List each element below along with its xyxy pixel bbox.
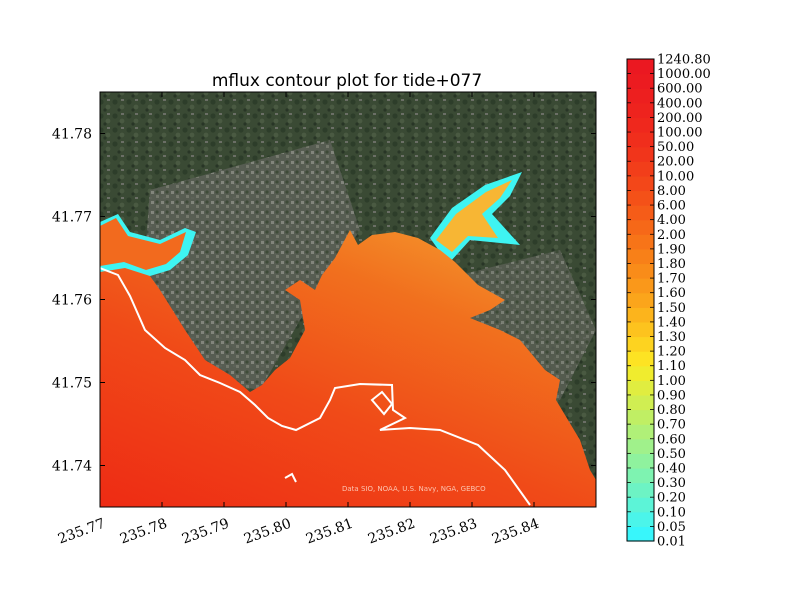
colorbar-segment <box>627 117 654 133</box>
colorbar-segment <box>627 161 654 177</box>
colorbar-tick-label: 100.00 <box>657 126 703 141</box>
y-tick-label: 41.75 <box>52 376 92 392</box>
colorbar-tick-label: 0.50 <box>657 447 686 462</box>
colorbar-tick-label: 1000.00 <box>657 67 711 82</box>
x-tick-label: 235.80 <box>242 516 294 548</box>
y-tick-label: 41.78 <box>52 127 92 143</box>
colorbar-segment <box>627 219 654 235</box>
x-tick-label: 235.77 <box>56 516 108 548</box>
colorbar-segment <box>627 351 654 367</box>
colorbar-tick-label: 1.90 <box>657 242 686 257</box>
colorbar-tick-label: 1.10 <box>657 359 686 374</box>
colorbar-tick-label: 0.40 <box>657 461 686 476</box>
colorbar-segment <box>627 511 654 527</box>
colorbar-segment <box>627 526 654 542</box>
colorbar-segment <box>627 307 654 323</box>
y-tick-label: 41.77 <box>52 210 92 226</box>
colorbar-tick-label: 0.20 <box>657 491 686 506</box>
colorbar-tick-label: 1240.80 <box>657 53 711 68</box>
x-tick-label: 235.84 <box>490 516 542 548</box>
colorbar-segment <box>627 424 654 440</box>
colorbar-tick-label: 0.10 <box>657 505 686 520</box>
colorbar-tick-label: 6.00 <box>657 199 686 214</box>
colorbar-tick-label: 0.60 <box>657 432 686 447</box>
coastline-spit <box>284 472 297 483</box>
colorbar-tick-label: 1.60 <box>657 286 686 301</box>
y-tick-label: 41.74 <box>52 459 92 475</box>
colorbar-tick-label: 2.00 <box>657 228 686 243</box>
colorbar-tick-label: 8.00 <box>657 184 686 199</box>
colorbar-segment <box>627 467 654 484</box>
colorbar-tick-label: 10.00 <box>657 169 694 184</box>
colorbar-tick-label: 400.00 <box>657 96 703 111</box>
x-tick-label: 235.81 <box>304 516 356 548</box>
colorbar-segment <box>627 263 654 279</box>
colorbar-segment <box>627 234 654 250</box>
contour-inlet-mid <box>436 180 512 252</box>
coastline <box>100 267 531 506</box>
colorbar-tick-label: 0.70 <box>657 418 686 433</box>
colorbar-segment <box>627 248 654 265</box>
colorbar-tick-label: 1.40 <box>657 315 686 330</box>
colorbar-segment <box>627 321 654 338</box>
colorbar-segment <box>627 132 654 148</box>
colorbar-tick-label: 20.00 <box>657 155 694 170</box>
colorbar-segment <box>627 73 654 89</box>
town-area <box>140 140 360 390</box>
colorbar-tick-label: 1.80 <box>657 257 686 272</box>
colorbar-segment <box>627 394 654 411</box>
colorbar-segment <box>627 292 654 308</box>
colorbar-tick-label: 1.00 <box>657 374 686 389</box>
x-tick-label: 235.78 <box>118 516 170 548</box>
colorbar-segment <box>627 59 654 75</box>
colorbar-segment <box>627 380 654 396</box>
y-axis: 41.74 41.75 41.76 41.77 41.78 <box>52 127 596 475</box>
contour-fill-main <box>100 230 596 507</box>
colorbar: 0.010.050.100.200.300.400.500.600.700.80… <box>626 53 711 550</box>
colorbar-segment <box>627 102 654 119</box>
plot-area: Data SIO, NOAA, U.S. Navy, NGA, GEBCO <box>100 92 596 507</box>
colorbar-tick-label: 1.20 <box>657 345 686 360</box>
colorbar-tick-label: 50.00 <box>657 140 694 155</box>
colorbar-tick-label: 0.30 <box>657 476 686 491</box>
colorbar-tick-label: 1.50 <box>657 301 686 316</box>
colorbar-tick-label: 600.00 <box>657 82 703 97</box>
colorbar-segment <box>627 336 654 352</box>
x-tick-label: 235.79 <box>180 516 232 548</box>
y-tick-label: 41.76 <box>52 293 92 309</box>
colorbar-segment <box>627 146 654 162</box>
x-tick-label: 235.82 <box>366 516 418 548</box>
colorbar-tick-label: 0.01 <box>657 535 686 550</box>
colorbar-tick-label: 0.80 <box>657 403 686 418</box>
chart-title: mflux contour plot for tide+077 <box>212 71 482 91</box>
map-attribution: Data SIO, NOAA, U.S. Navy, NGA, GEBCO <box>342 485 486 493</box>
colorbar-segment <box>627 190 654 206</box>
contour-fill-west-inner <box>100 218 186 270</box>
colorbar-segment <box>627 438 654 454</box>
colorbar-tick-label: 4.00 <box>657 213 686 228</box>
colorbar-segment <box>627 409 654 425</box>
colorbar-segment <box>627 205 654 221</box>
colorbar-tick-label: 0.05 <box>657 520 686 535</box>
x-tick-label: 235.83 <box>428 516 480 548</box>
colorbar-tick-label: 0.90 <box>657 388 686 403</box>
colorbar-tick-label: 1.70 <box>657 272 686 287</box>
colorbar-segment <box>627 453 654 469</box>
colorbar-segment <box>627 278 654 294</box>
colorbar-segment <box>627 497 654 513</box>
colorbar-tick-label: 1.30 <box>657 330 686 345</box>
colorbar-segment <box>627 482 654 498</box>
colorbar-segment <box>627 365 654 381</box>
colorbar-segment <box>627 175 654 192</box>
colorbar-frame <box>626 58 655 542</box>
colorbar-segment <box>627 88 654 104</box>
coastline-island <box>370 390 394 416</box>
colorbar-tick-label: 200.00 <box>657 111 703 126</box>
